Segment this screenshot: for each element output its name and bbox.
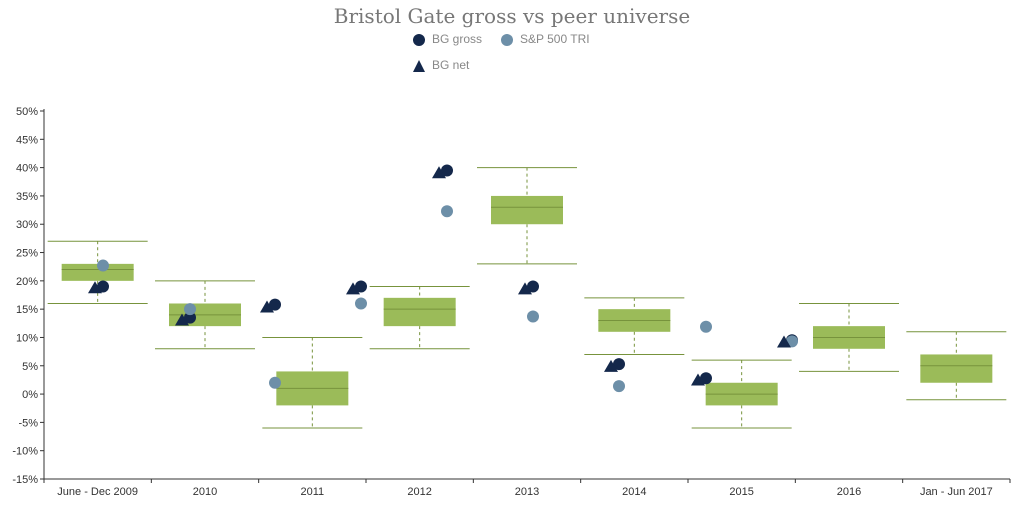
y-tick-label: -10% <box>12 446 38 458</box>
point-s-p-500-tri <box>97 259 109 272</box>
point-bg-gross <box>700 372 712 385</box>
box-iqr <box>61 263 134 281</box>
point-bg-net <box>691 373 705 386</box>
box-iqr <box>383 297 456 327</box>
x-tick-label: 2012 <box>407 486 431 498</box>
point-bg-gross <box>355 280 367 293</box>
legend-bg-gross-marker <box>413 33 425 46</box>
chart-title: Bristol Gate gross vs peer universe <box>333 4 691 28</box>
y-tick-label: 30% <box>16 219 38 231</box>
point-bg-net <box>777 335 791 348</box>
x-tick-label: 2014 <box>622 486 646 498</box>
x-tick-label: June - Dec 2009 <box>57 486 138 498</box>
x-tick-label: 2010 <box>193 486 217 498</box>
legend-item-bg-net[interactable]: BG net <box>412 58 469 73</box>
legend-sp500-marker <box>501 33 513 46</box>
y-tick-label: 45% <box>16 134 38 146</box>
point-bg-net <box>518 282 532 295</box>
legend-item-bg-gross[interactable]: BG gross <box>412 32 482 47</box>
y-tick-label: 0% <box>22 389 38 401</box>
x-tick-label: 2011 <box>301 486 325 498</box>
box-iqr <box>920 354 993 383</box>
point-bg-net <box>604 359 618 372</box>
y-tick-label: -5% <box>18 417 38 429</box>
point-bg-gross <box>269 298 281 311</box>
x-tick-label: 2016 <box>837 486 861 498</box>
point-bg-gross <box>184 311 196 324</box>
point-s-p-500-tri <box>441 205 453 218</box>
y-tick-label: 5% <box>22 361 38 373</box>
point-bg-gross <box>613 358 625 371</box>
point-bg-gross <box>527 280 539 293</box>
point-s-p-500-tri <box>269 376 281 389</box>
y-tick-label: 40% <box>16 163 38 175</box>
point-bg-net <box>346 282 360 295</box>
y-tick-label: 10% <box>16 332 38 344</box>
y-tick-label: 20% <box>16 276 38 288</box>
point-s-p-500-tri <box>613 380 625 393</box>
point-bg-net <box>88 281 102 294</box>
legend-sp500-label: S&P 500 TRI <box>520 32 590 46</box>
point-s-p-500-tri <box>527 310 539 323</box>
box-iqr <box>491 195 563 225</box>
y-tick-label: 15% <box>16 304 38 316</box>
point-bg-gross <box>97 280 109 293</box>
point-s-p-500-tri <box>700 320 712 333</box>
x-tick-label: 2015 <box>729 486 753 498</box>
legend-bg-net-marker <box>413 59 425 72</box>
y-tick-label: 35% <box>16 191 38 203</box>
point-bg-net <box>260 300 274 313</box>
x-tick-label: Jan - Jun 2017 <box>920 486 993 498</box>
y-tick-label: -15% <box>12 474 38 486</box>
legend-bg-net-label: BG net <box>432 58 470 72</box>
point-s-p-500-tri <box>355 297 367 310</box>
point-bg-net <box>175 313 189 326</box>
legend-bg-gross-label: BG gross <box>432 32 483 46</box>
point-s-p-500-tri <box>184 303 196 316</box>
point-bg-gross <box>441 164 453 177</box>
point-bg-net <box>432 166 446 179</box>
legend-item-sp500[interactable]: S&P 500 TRI <box>500 32 590 47</box>
x-tick-label: 2013 <box>515 486 539 498</box>
y-tick-label: 25% <box>16 248 38 260</box>
y-tick-label: 50% <box>16 106 38 118</box>
